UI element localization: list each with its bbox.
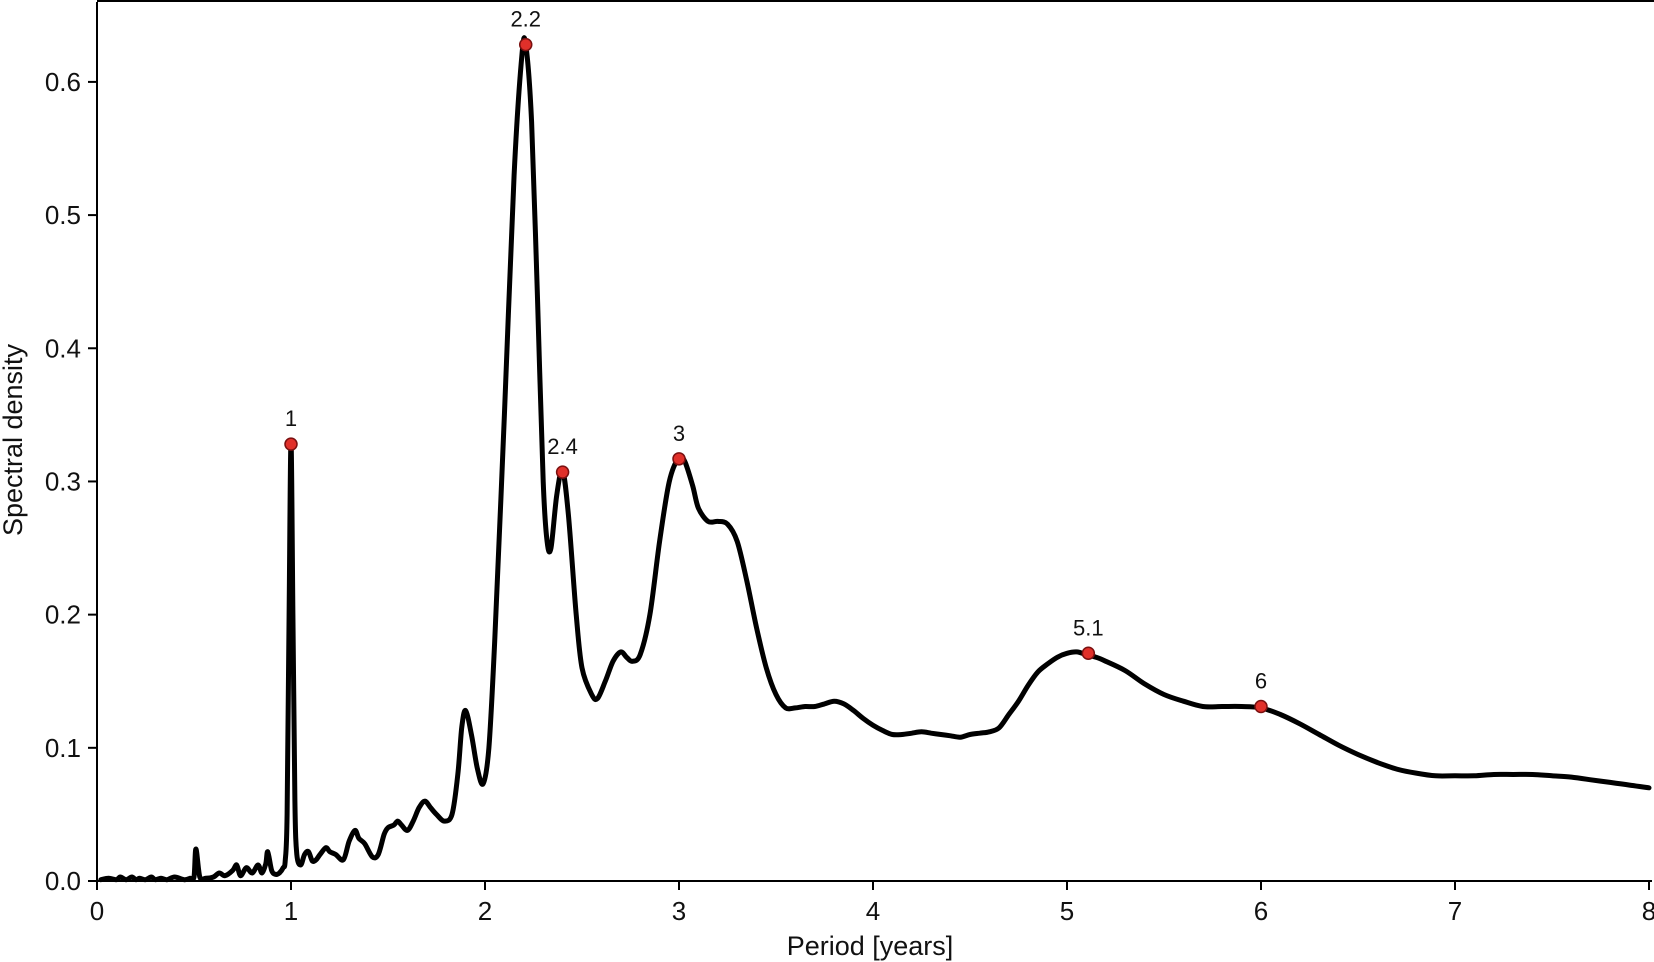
peak-marker-0	[284, 437, 298, 451]
peak-label-2: 2.4	[547, 434, 578, 459]
peak-marker-4	[1081, 646, 1096, 661]
y-tick-label-2: 0.2	[45, 600, 81, 630]
plot-frame	[96, 0, 1654, 882]
x-tick-label-4: 4	[866, 896, 880, 926]
peak-marker-2	[555, 465, 570, 479]
peak-marker-1	[518, 37, 533, 52]
y-axis: 0.0 0.1 0.2 0.3 0.4 0.5 0.6	[45, 67, 97, 896]
y-axis-label: Spectral density	[0, 343, 28, 536]
peak-label-3: 3	[673, 421, 685, 446]
y-tick-label-1: 0.1	[45, 733, 81, 763]
peak-label-5: 6	[1255, 669, 1267, 694]
x-tick-label-6: 6	[1254, 896, 1268, 926]
peak-label-4: 5.1	[1073, 615, 1104, 640]
peak-markers: 1 2.2 2.4 3 5.1 6	[284, 7, 1268, 714]
x-tick-label-0: 0	[90, 896, 104, 926]
x-tick-label-1: 1	[284, 896, 298, 926]
x-axis-label: Period [years]	[787, 931, 954, 961]
y-tick-label-0: 0.0	[45, 866, 81, 896]
y-tick-label-5: 0.5	[45, 200, 81, 230]
x-tick-label-8: 8	[1642, 896, 1654, 926]
y-tick-label-3: 0.3	[45, 466, 81, 496]
series-line-0	[98, 35, 1652, 883]
peak-marker-3	[672, 452, 686, 466]
series-layer	[98, 35, 1652, 883]
x-tick-label-7: 7	[1448, 896, 1462, 926]
peak-label-1: 2.2	[510, 7, 541, 32]
peak-label-0: 1	[285, 406, 297, 431]
peak-marker-5	[1254, 699, 1268, 714]
x-tick-label-2: 2	[478, 896, 492, 926]
x-tick-label-5: 5	[1060, 896, 1074, 926]
x-axis: 0 1 2 3 4 5 6 7 8	[90, 881, 1654, 926]
y-tick-label-4: 0.4	[45, 333, 81, 363]
x-tick-label-3: 3	[672, 896, 686, 926]
y-tick-label-6: 0.6	[45, 67, 81, 97]
